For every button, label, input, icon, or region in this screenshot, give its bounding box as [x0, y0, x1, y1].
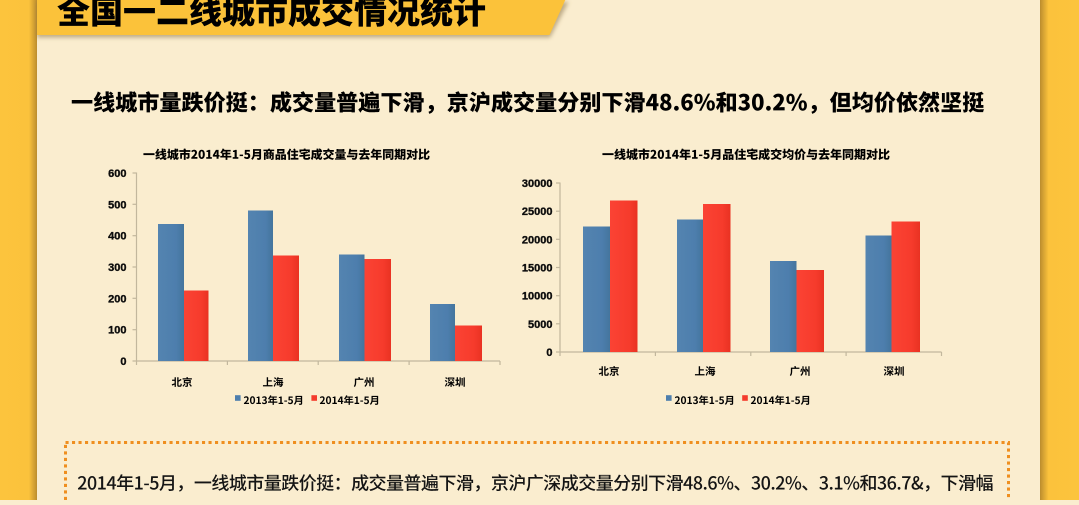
- svg-text:10000: 10000: [522, 291, 553, 303]
- svg-text:20000: 20000: [522, 234, 553, 246]
- svg-text:15000: 15000: [522, 262, 553, 274]
- svg-text:0: 0: [120, 356, 126, 368]
- svg-text:400: 400: [108, 231, 126, 243]
- svg-text:500: 500: [108, 199, 126, 211]
- svg-text:300: 300: [108, 262, 126, 274]
- svg-text:600: 600: [108, 168, 126, 180]
- svg-text:30000: 30000: [522, 178, 553, 190]
- svg-text:200: 200: [108, 293, 126, 305]
- svg-text:5000: 5000: [528, 319, 552, 331]
- svg-text:100: 100: [108, 325, 126, 337]
- svg-text:25000: 25000: [522, 206, 553, 218]
- svg-text:0: 0: [546, 347, 552, 359]
